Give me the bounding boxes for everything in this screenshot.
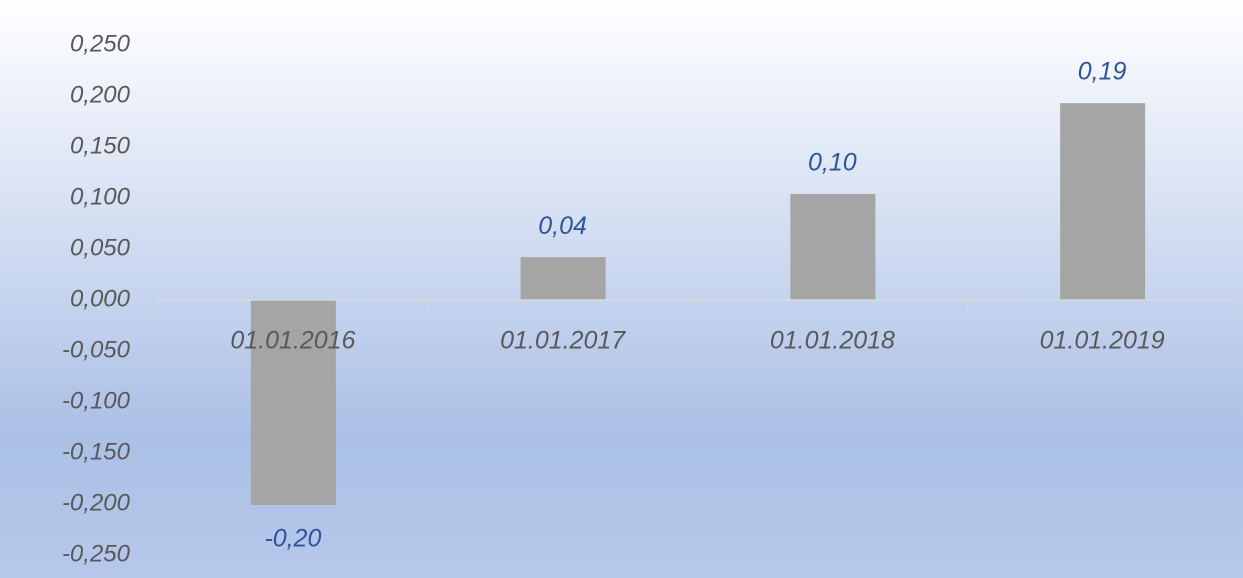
bar [1060, 103, 1146, 300]
y-tick-label: 0,150 [70, 132, 131, 159]
y-tick-label: -0,100 [62, 387, 131, 414]
y-tick-label: 0,000 [70, 285, 131, 312]
bar [790, 193, 876, 300]
x-tick-label: 01.01.2016 [230, 327, 355, 355]
y-tick-label: 0,200 [70, 81, 131, 108]
data-label: 0,10 [808, 149, 857, 177]
y-tick-label: -0,200 [62, 489, 131, 516]
data-label: 0,04 [538, 212, 587, 240]
data-label: -0,20 [264, 525, 321, 553]
x-tick-label: 01.01.2017 [500, 327, 626, 355]
y-tick-label: 0,250 [70, 30, 131, 57]
x-tick-label: 01.01.2019 [1040, 327, 1165, 355]
bar [520, 257, 606, 300]
x-tick-label: 01.01.2018 [770, 327, 895, 355]
y-tick-label: 0,100 [70, 183, 131, 210]
y-tick-label: -0,150 [62, 438, 131, 465]
data-label: 0,19 [1078, 58, 1127, 86]
y-tick-label: 0,050 [70, 234, 131, 261]
y-tick-label: -0,250 [62, 540, 131, 567]
y-tick-label: -0,050 [62, 336, 131, 363]
bar [250, 300, 336, 506]
